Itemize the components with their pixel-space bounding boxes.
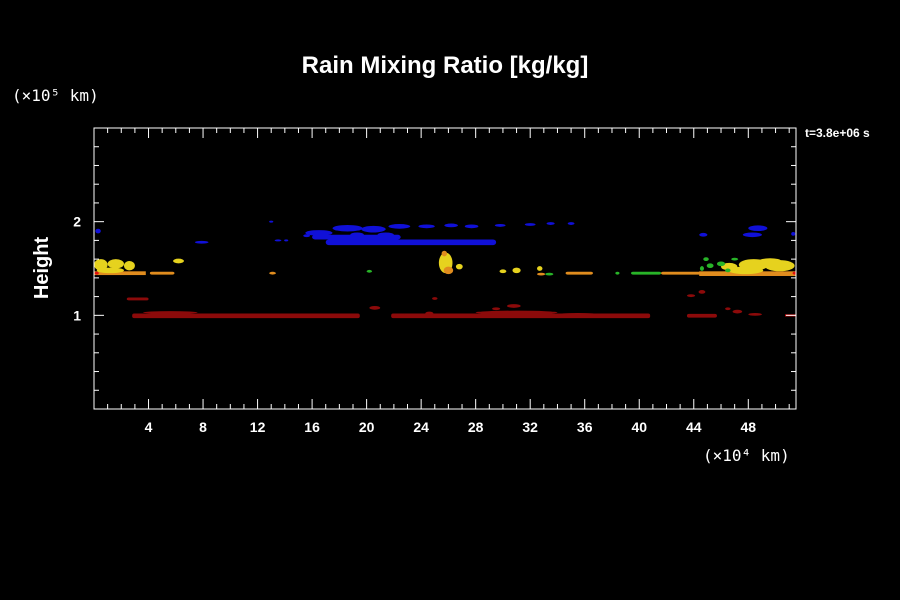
yellow-cell: [512, 267, 521, 274]
dark-red-band: [126, 297, 149, 301]
blue-cell: [742, 232, 762, 238]
dark-red-cell: [507, 304, 521, 308]
plot-frame: [93, 127, 797, 410]
yellow-cell: [96, 267, 124, 274]
blue-cell: [332, 224, 363, 232]
green-cell: [706, 263, 714, 269]
blue-cell: [305, 230, 333, 236]
orange-band: [94, 271, 146, 276]
green-cell: [545, 272, 554, 276]
green-cell: [731, 257, 739, 261]
red-cell: [792, 271, 796, 275]
dark-red-cell: [557, 312, 599, 316]
green-band: [631, 271, 662, 275]
blue-cell: [303, 234, 311, 238]
orange-cell: [441, 250, 448, 257]
dark-red-cell: [475, 310, 558, 315]
x-tick-label: 24: [413, 419, 429, 435]
x-tick-label: 44: [686, 419, 702, 435]
green-cell: [725, 268, 731, 273]
chart-title: Rain Mixing Ratio [kg/kg]: [302, 52, 589, 79]
y-tick-label: 1: [73, 307, 81, 323]
orange-band: [149, 271, 175, 275]
yellow-cell: [537, 266, 543, 271]
blue-band: [325, 239, 497, 246]
red-cell: [94, 271, 99, 275]
blue-cell: [567, 222, 575, 225]
green-cell: [716, 261, 726, 267]
dark-red-cell: [748, 312, 762, 316]
time-label: t=3.8e+06 s: [805, 126, 870, 140]
blue-cell: [284, 239, 289, 242]
yellow-cell: [123, 261, 135, 271]
yellow-cell: [499, 269, 507, 274]
dark-red-cell: [698, 290, 706, 294]
orange-band: [565, 271, 593, 275]
green-cell: [366, 269, 373, 273]
blue-cell: [274, 239, 282, 242]
x-tick-label: 28: [468, 419, 484, 435]
yellow-cell: [107, 259, 124, 269]
blue-cell: [361, 225, 386, 233]
blue-cell: [546, 222, 555, 225]
x-tick-label: 32: [522, 419, 538, 435]
orange-cell: [537, 272, 546, 276]
rain-field-cells: [94, 220, 796, 319]
x-tick-label: 20: [359, 419, 375, 435]
blue-cell: [494, 224, 506, 227]
blue-cell: [95, 228, 101, 234]
blue-cell: [524, 223, 536, 226]
yellow-cell: [455, 263, 463, 270]
y-tick-label: 2: [73, 214, 81, 230]
green-cell: [703, 257, 709, 262]
x-tick-label: 36: [577, 419, 593, 435]
blue-cell: [418, 224, 435, 229]
blue-cell: [699, 232, 708, 237]
orange-band: [661, 271, 702, 275]
x-tick-label: 12: [250, 419, 266, 435]
x-tick-label: 16: [304, 419, 320, 435]
x-unit-label: (×10⁴ km): [703, 446, 790, 465]
x-tick-label: 48: [741, 419, 757, 435]
x-tick-label: 4: [145, 419, 153, 435]
yellow-cell: [173, 258, 184, 264]
blue-cell: [748, 225, 768, 232]
blue-cell: [791, 231, 796, 236]
green-cell: [615, 271, 620, 275]
dark-red-cell: [398, 313, 406, 317]
blue-cell: [464, 224, 479, 229]
blue-cell: [388, 224, 411, 229]
dark-red-cell: [369, 305, 381, 310]
x-tick-label: 40: [631, 419, 647, 435]
yellow-cell: [94, 259, 108, 271]
rain-field: [94, 220, 796, 319]
dark-red-cell: [725, 307, 731, 311]
dark-red-cell: [432, 297, 438, 300]
blue-cell: [194, 240, 209, 244]
orange-cell: [443, 266, 454, 275]
blue-band: [312, 234, 401, 240]
green-cell: [699, 266, 704, 271]
y-axis-label: Height: [31, 237, 53, 300]
blue-cell: [444, 223, 458, 228]
yellow-cell: [759, 258, 782, 264]
yellow-cell: [727, 266, 764, 275]
dark-red-cell: [425, 311, 434, 316]
dark-red-cell: [492, 307, 501, 311]
orange-cell: [269, 271, 276, 275]
dark-red-cell: [686, 294, 696, 298]
dark-red-cell: [243, 314, 272, 317]
y-unit-label: (×10⁵ km): [12, 86, 99, 105]
x-tick-label: 8: [199, 419, 207, 435]
blue-cell: [269, 220, 274, 223]
dark-red-cell: [732, 309, 743, 314]
dark-red-band: [686, 313, 717, 318]
dark-red-cell: [143, 311, 198, 314]
